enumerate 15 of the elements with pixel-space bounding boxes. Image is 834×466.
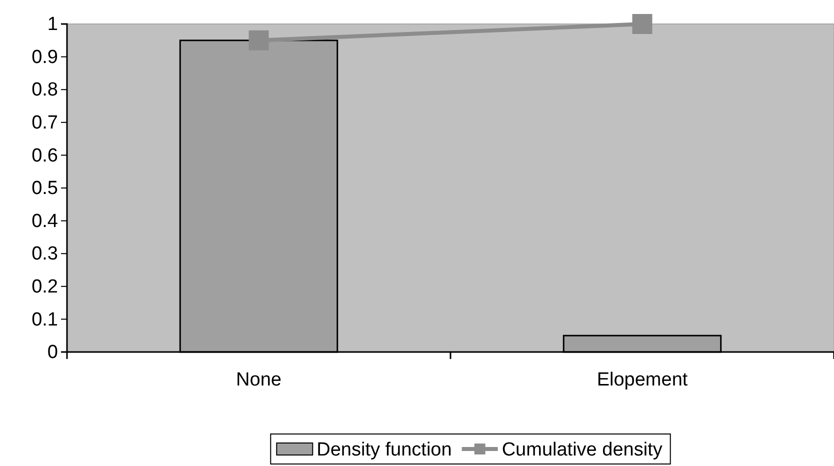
y-tick-label: 1 (47, 14, 58, 36)
y-tick-label: 0.9 (32, 46, 58, 68)
y-tick-label: 0.3 (32, 244, 58, 265)
y-tick-label: 0 (47, 342, 58, 364)
legend-label: Density function (316, 440, 452, 461)
y-tick-label: 0.5 (32, 178, 58, 200)
legend-label: Cumulative density (502, 440, 663, 461)
y-tick-label: 0.6 (32, 145, 58, 166)
y-tick-label: 0.2 (32, 276, 58, 298)
x-tick-label: None (236, 369, 282, 390)
y-tick-label: 0.1 (32, 309, 58, 330)
y-tick-label: 0.7 (32, 112, 58, 134)
y-tick-label: 0.4 (32, 210, 58, 232)
y-tick-label: 0.8 (32, 80, 58, 101)
x-tick-label: Elopement (596, 369, 688, 390)
